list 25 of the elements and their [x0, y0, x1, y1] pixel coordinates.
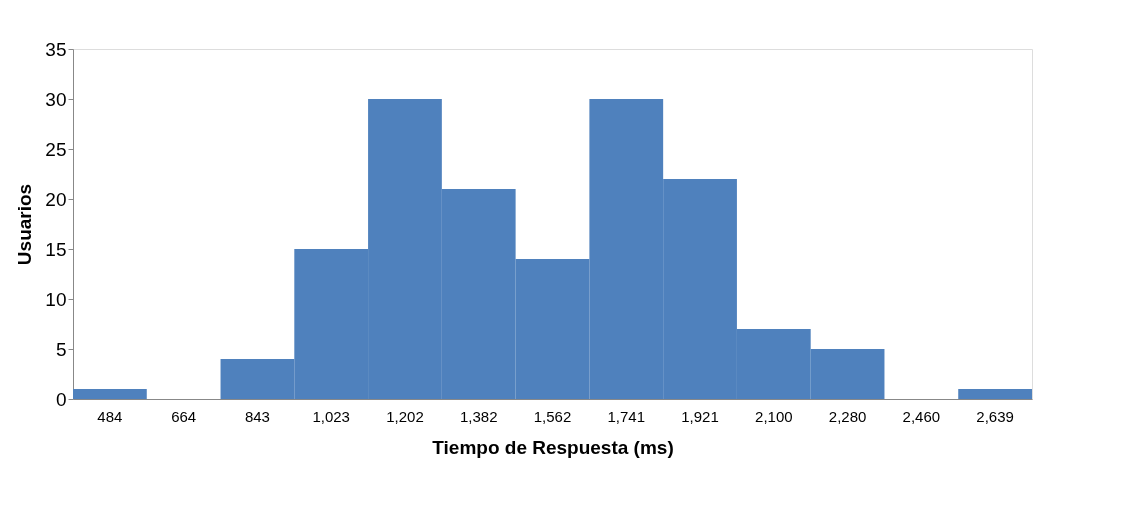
x-tick-label: 1,202	[386, 407, 424, 425]
x-tick-label: 2,100	[755, 407, 793, 425]
x-tick-label: 843	[244, 407, 270, 425]
x-tick-label: 1,562	[533, 407, 572, 425]
x-tick-label: 1,921	[681, 407, 719, 425]
x-tick-label: 1,023	[312, 407, 350, 425]
bar	[73, 389, 147, 399]
x-tick-label: 484	[97, 407, 123, 425]
x-axis-title: Tiempo de Respuesta (ms)	[432, 436, 674, 458]
bar	[958, 389, 1032, 399]
y-axis-title: Usuarios	[14, 183, 36, 266]
y-tick-label: 30	[45, 88, 67, 110]
y-tick-label: 10	[45, 288, 67, 310]
y-tick-label: 5	[55, 338, 67, 360]
x-tick-label: 1,741	[607, 407, 646, 425]
y-tick-label: 20	[45, 188, 67, 210]
y-tick-label: 15	[45, 238, 67, 260]
x-tick-label: 2,280	[828, 407, 867, 425]
x-tick-label: 2,460	[902, 407, 941, 425]
y-tick-label: 35	[45, 38, 67, 60]
y-tick-label: 0	[55, 388, 67, 410]
x-tick-label: 2,639	[976, 407, 1014, 425]
y-tick-label: 25	[45, 138, 67, 160]
x-tick-label: 664	[171, 407, 197, 425]
x-tick-label: 1,382	[459, 407, 498, 425]
